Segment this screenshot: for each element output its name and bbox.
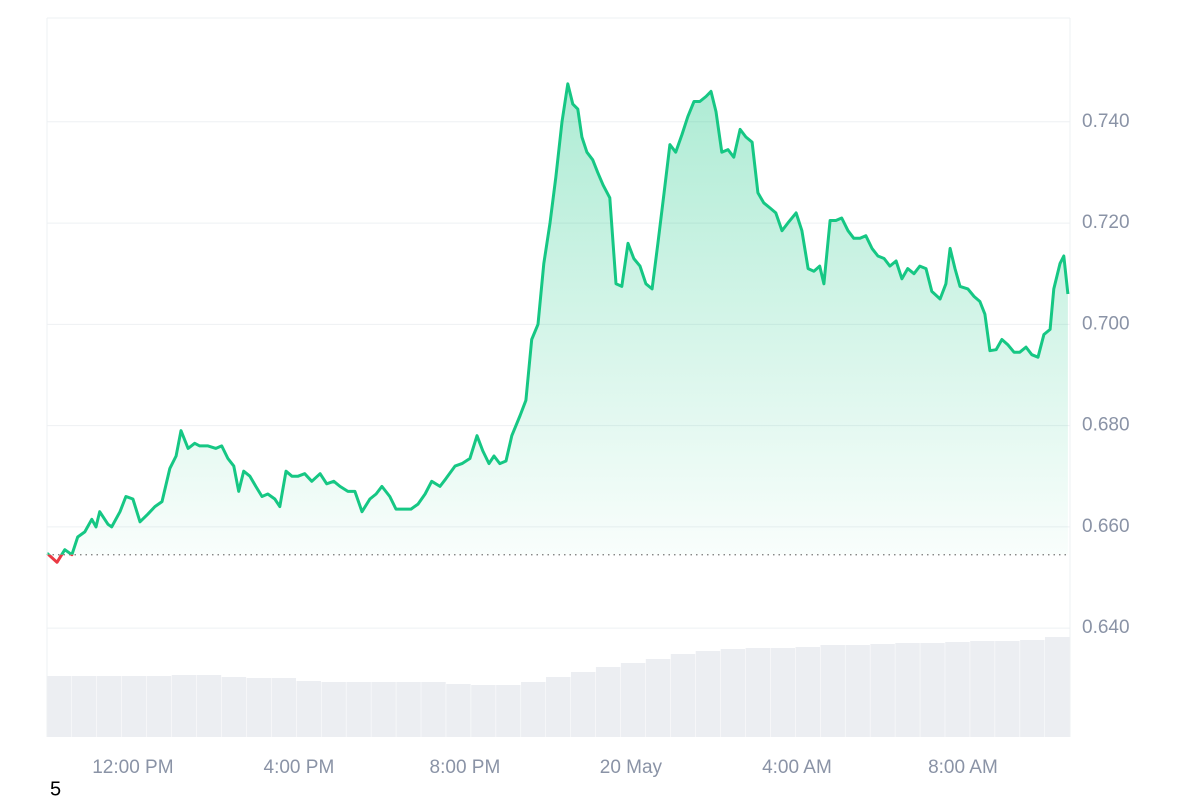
volume-bar xyxy=(321,682,346,737)
volume-bar xyxy=(421,682,446,737)
volume-bar xyxy=(620,663,646,737)
x-tick-label: 12:00 PM xyxy=(92,757,173,778)
volume-bar xyxy=(71,676,97,737)
volume-bar xyxy=(945,642,970,737)
footer-note: 5 xyxy=(50,778,61,800)
y-tick-label: 0.720 xyxy=(1082,212,1130,233)
volume-bar xyxy=(246,678,272,737)
volume-bar xyxy=(795,647,820,737)
volume-bar xyxy=(595,667,621,737)
volume-bar xyxy=(146,676,172,737)
y-tick-label: 0.680 xyxy=(1082,415,1130,436)
volume-bar xyxy=(221,677,247,737)
volume-bar xyxy=(296,681,321,737)
plot-layer xyxy=(45,82,1070,629)
volume-bar xyxy=(521,682,546,737)
volume-bar xyxy=(546,677,571,737)
volume-bar xyxy=(271,678,297,737)
volume-bar xyxy=(970,641,995,737)
volume-bar xyxy=(895,643,920,737)
x-tick-label: 4:00 PM xyxy=(264,757,335,778)
volume-bar xyxy=(171,675,197,737)
volume-bar xyxy=(446,684,471,737)
volume-bar xyxy=(96,676,122,737)
volume-bar xyxy=(471,685,496,737)
volume-bar xyxy=(1020,640,1045,737)
volume-bar xyxy=(496,685,521,737)
volume-bar xyxy=(196,675,222,737)
x-tick-label: 4:00 AM xyxy=(762,757,832,778)
volume-bar xyxy=(645,659,671,737)
volume-bar xyxy=(745,648,771,737)
price-area xyxy=(47,83,1068,555)
volume-bar xyxy=(695,651,721,737)
volume-bar xyxy=(920,643,945,737)
y-tick-label: 0.660 xyxy=(1082,516,1130,537)
price-line xyxy=(45,82,1070,555)
volume-layer xyxy=(47,637,1070,737)
volume-bar xyxy=(770,648,796,737)
x-tick-label: 8:00 AM xyxy=(928,757,998,778)
y-tick-label: 0.640 xyxy=(1082,617,1130,638)
volume-bar xyxy=(121,676,147,737)
volume-bar xyxy=(820,645,845,737)
volume-bar xyxy=(720,649,746,737)
volume-bar xyxy=(47,676,72,737)
y-tick-label: 0.700 xyxy=(1082,313,1130,334)
volume-bar xyxy=(1045,637,1070,737)
volume-bar xyxy=(845,645,870,737)
volume-bar xyxy=(346,682,371,737)
volume-bar xyxy=(570,672,596,737)
x-tick-label: 8:00 PM xyxy=(430,757,501,778)
y-tick-label: 0.740 xyxy=(1082,111,1130,132)
volume-bar xyxy=(396,682,421,737)
x-tick-label: 20 May xyxy=(600,757,663,778)
volume-bar xyxy=(670,654,696,737)
volume-bar xyxy=(371,682,396,737)
volume-bar xyxy=(995,641,1020,737)
volume-bar xyxy=(870,644,895,737)
